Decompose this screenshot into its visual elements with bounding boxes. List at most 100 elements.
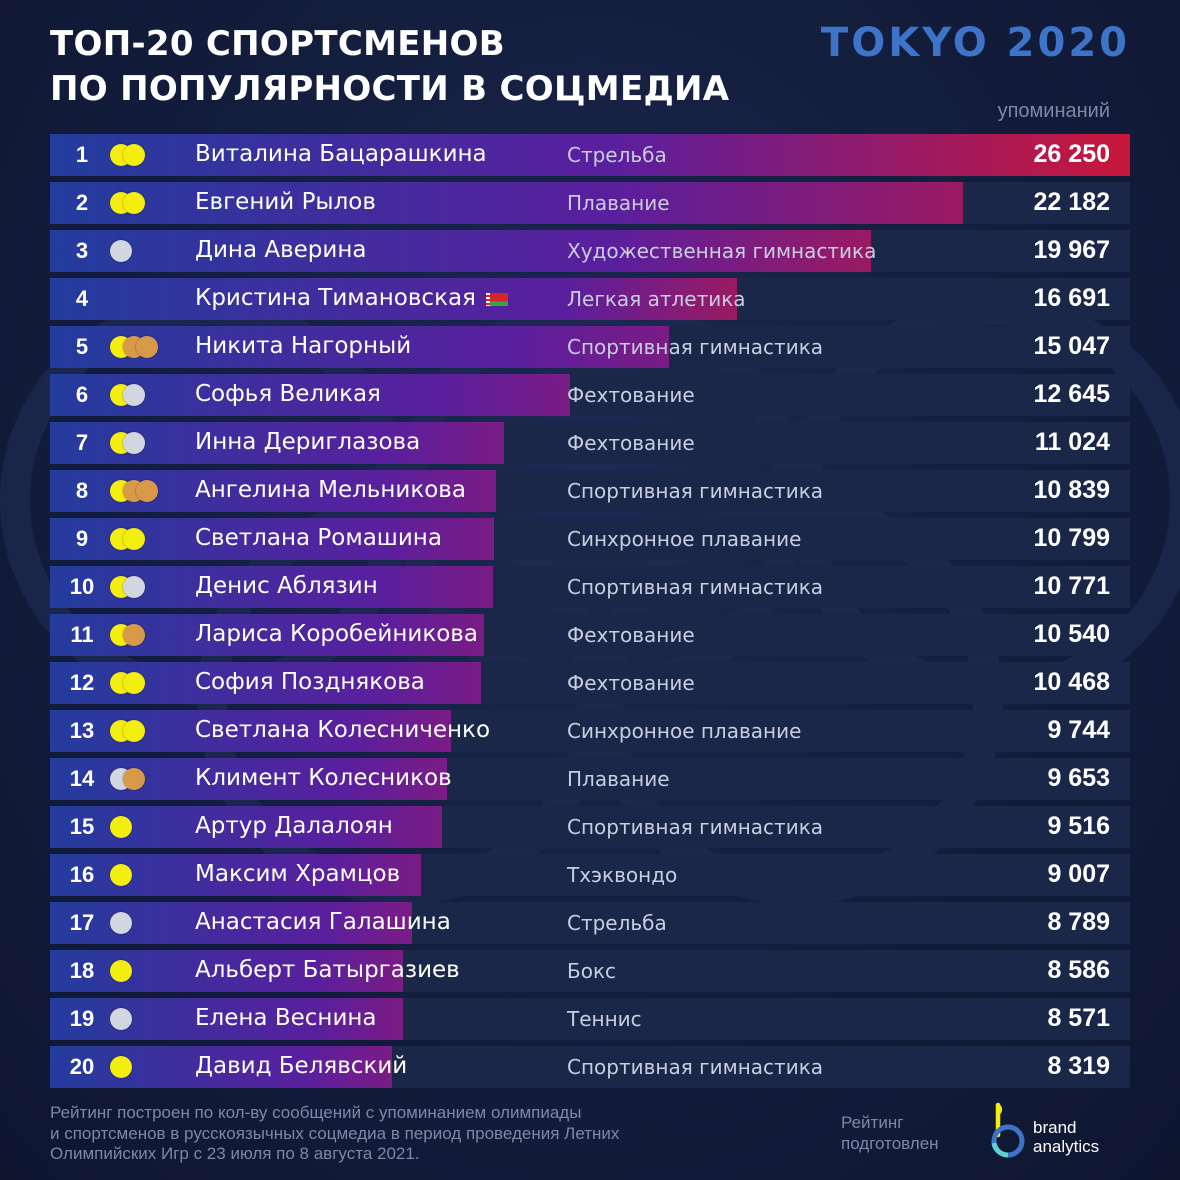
bronze-medal-icon xyxy=(136,336,158,358)
mentions-value: 15 047 xyxy=(1033,332,1110,360)
rank-number: 13 xyxy=(69,718,95,743)
sport-label: Спортивная гимнастика xyxy=(567,335,824,359)
athlete-name-text: Альберт Батыргазиев xyxy=(195,957,460,983)
gold-medal-icon xyxy=(123,672,145,694)
athlete-name: Виталина Бацарашкина xyxy=(195,134,487,174)
mentions-value: 9 516 xyxy=(1047,812,1110,840)
rank-number: 4 xyxy=(75,286,89,311)
chart-row: 14 Климент Колесников Плавание 9 653 xyxy=(50,758,1130,800)
athlete-name-text: Денис Аблязин xyxy=(195,573,378,599)
chart-row: 20 Давид Белявский Спортивная гимнастика 8 … xyxy=(50,1046,1130,1088)
silver-medal-icon xyxy=(123,432,145,454)
gold-medal-icon xyxy=(110,1056,132,1078)
medals-group xyxy=(110,864,230,886)
athlete-name-text: Дина Аверина xyxy=(195,237,367,263)
athlete-name: Анастасия Галашина xyxy=(195,902,451,942)
mentions-value: 8 789 xyxy=(1047,908,1110,936)
rank-number: 12 xyxy=(69,670,95,695)
rank-number: 14 xyxy=(69,766,95,791)
chart-bar xyxy=(50,1046,392,1088)
silver-medal-icon xyxy=(110,912,132,934)
chart-row: 4 Кристина Тимановская Легкая атлетика 16 6… xyxy=(50,278,1130,320)
gold-medal-icon xyxy=(110,816,132,838)
medals-group xyxy=(110,1008,230,1030)
gold-medal-icon xyxy=(123,528,145,550)
rank-number: 15 xyxy=(69,814,95,839)
rank-number: 18 xyxy=(69,958,95,983)
sport-label: Плавание xyxy=(567,767,670,791)
sport-label: Синхронное плавание xyxy=(567,527,802,551)
rank-number: 20 xyxy=(69,1054,95,1079)
sport-label: Бокс xyxy=(567,959,617,983)
sport-label: Фехтование xyxy=(567,383,695,407)
athlete-name-text: Виталина Бацарашкина xyxy=(195,141,487,167)
page-title: ТОП-20 СПОРТСМЕНОВ ПО ПОПУЛЯРНОСТИ В СОЦ… xyxy=(50,22,729,112)
note-line-1: Рейтинг построен по кол-ву сообщений с у… xyxy=(50,1103,582,1122)
chart-row: 6 Софья Великая Фехтование 12 645 xyxy=(50,374,1130,416)
chart-bar xyxy=(50,278,737,320)
medals-group xyxy=(110,960,230,982)
sport-label: Фехтование xyxy=(567,623,695,647)
medals-group xyxy=(110,432,230,454)
chart-row: 16 Максим Храмцов Тхэквондо 9 007 xyxy=(50,854,1130,896)
athlete-name: София Позднякова xyxy=(195,662,425,702)
rank-number: 6 xyxy=(75,382,89,407)
athlete-name: Евгений Рылов xyxy=(195,182,376,222)
mentions-value: 12 645 xyxy=(1033,380,1110,408)
sport-label: Спортивная гимнастика xyxy=(567,479,824,503)
athlete-name: Альберт Батыргазиев xyxy=(195,950,460,990)
mentions-value: 9 653 xyxy=(1047,764,1110,792)
athlete-name-text: Светлана Ромашина xyxy=(195,525,442,551)
chart-bar xyxy=(50,998,403,1040)
athlete-name-text: Климент Колесников xyxy=(195,765,452,791)
medals-group xyxy=(110,768,230,790)
rank-number: 10 xyxy=(69,574,95,599)
sport-label: Спортивная гимнастика xyxy=(567,1055,824,1079)
rank-number: 8 xyxy=(75,478,89,503)
gold-medal-icon xyxy=(123,144,145,166)
rank-number: 16 xyxy=(69,862,95,887)
athlete-name: Ангелина Мельникова xyxy=(195,470,466,510)
medals-group xyxy=(110,576,230,598)
chart-row: 7 Инна Дериглазова Фехтование 11 024 xyxy=(50,422,1130,464)
athlete-name: Давид Белявский xyxy=(195,1046,407,1086)
chart-row: 10 Денис Аблязин Спортивная гимнастика 10 7… xyxy=(50,566,1130,608)
silver-medal-icon xyxy=(110,240,132,262)
athlete-name: Софья Великая xyxy=(195,374,381,414)
brand-analytics-wordmark: brand analytics xyxy=(1033,1118,1099,1156)
title-line-1: ТОП-20 СПОРТСМЕНОВ xyxy=(50,24,505,64)
athlete-name-text: Кристина Тимановская xyxy=(195,285,476,311)
athlete-name: Светлана Ромашина xyxy=(195,518,442,558)
brand-line-1: brand xyxy=(1033,1118,1077,1137)
unit-label: упоминаний xyxy=(997,100,1110,122)
chart-bar xyxy=(50,182,963,224)
medals-group xyxy=(110,1056,230,1078)
gold-medal-icon xyxy=(123,720,145,742)
athlete-name: Елена Веснина xyxy=(195,998,377,1038)
brand-analytics-logo-icon xyxy=(991,1102,1025,1158)
bronze-medal-icon xyxy=(123,768,145,790)
rank-number: 3 xyxy=(75,238,89,263)
bronze-medal-icon xyxy=(136,480,158,502)
methodology-note: Рейтинг построен по кол-ву сообщений с у… xyxy=(50,1103,730,1165)
athlete-name-text: Никита Нагорный xyxy=(195,333,412,359)
athlete-name-text: Евгений Рылов xyxy=(195,189,376,215)
mentions-value: 16 691 xyxy=(1033,284,1110,312)
athlete-name: Климент Колесников xyxy=(195,758,452,798)
gold-medal-icon xyxy=(110,864,132,886)
medals-group xyxy=(110,624,230,646)
medals-group xyxy=(110,672,230,694)
chart-row: 17 Анастасия Галашина Стрельба 8 789 xyxy=(50,902,1130,944)
mentions-value: 10 839 xyxy=(1033,476,1110,504)
sport-label: Легкая атлетика xyxy=(567,287,746,311)
gold-medal-icon xyxy=(123,192,145,214)
mentions-value: 10 771 xyxy=(1033,572,1110,600)
rank-number: 9 xyxy=(75,526,89,551)
sport-label: Стрельба xyxy=(567,911,667,935)
athlete-name: Инна Дериглазова xyxy=(195,422,420,462)
athlete-name: Денис Аблязин xyxy=(195,566,378,606)
sport-label: Теннис xyxy=(567,1007,642,1031)
athlete-name: Дина Аверина xyxy=(195,230,366,270)
chart-row: 11 Лариса Коробейникова Фехтование 10 540 xyxy=(50,614,1130,656)
silver-medal-icon xyxy=(123,384,145,406)
